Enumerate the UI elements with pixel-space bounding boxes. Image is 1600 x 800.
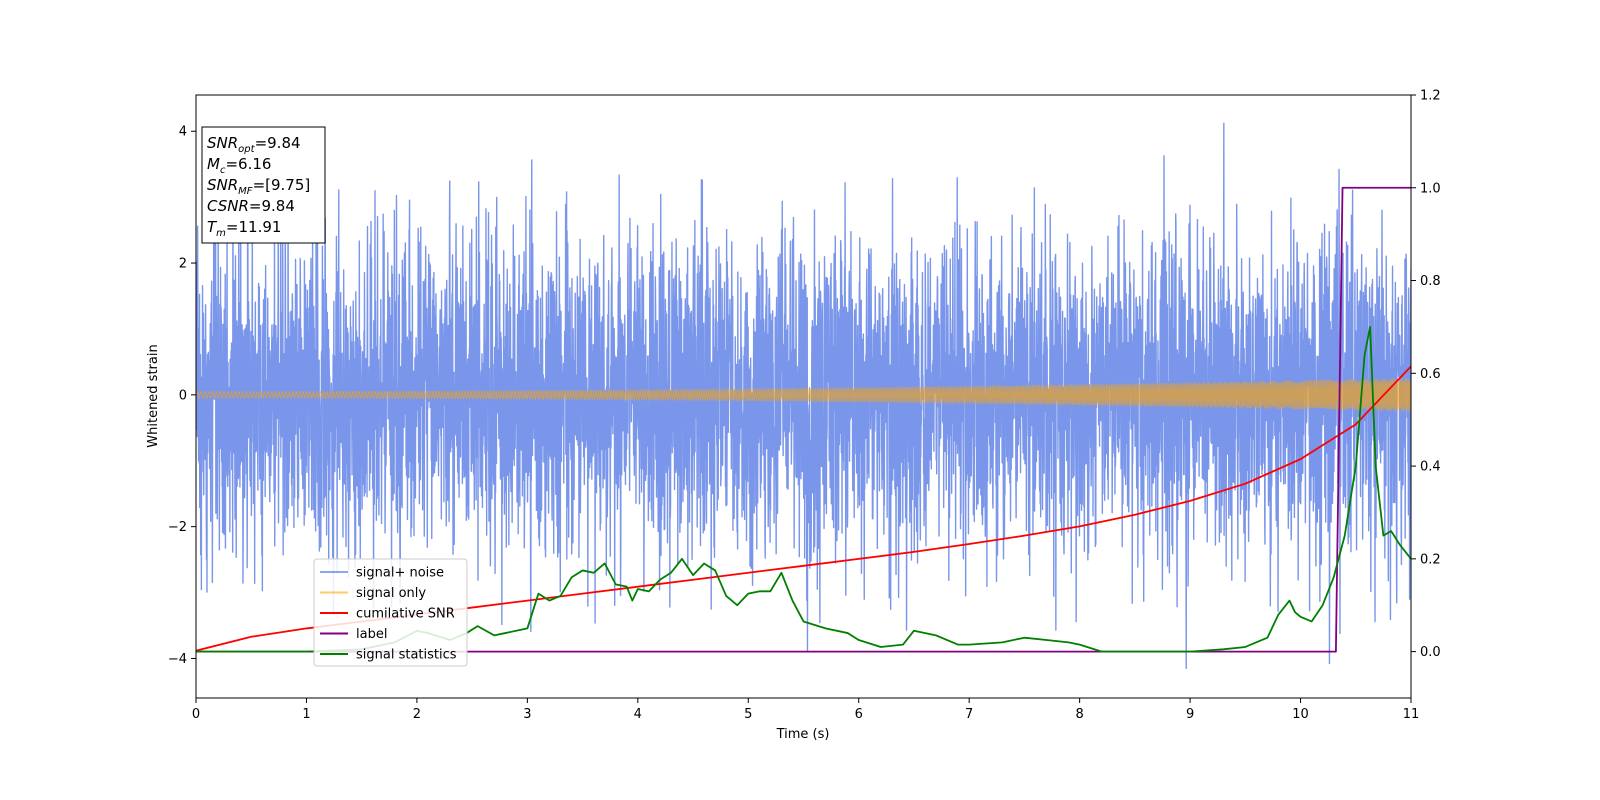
x-tick-label: 5 bbox=[744, 707, 752, 722]
y-right-tick-label: 0.8 bbox=[1420, 274, 1441, 289]
annotation-line: SNRopt=9.84 bbox=[207, 134, 301, 155]
y-tick-label: 0 bbox=[179, 388, 187, 403]
x-tick-label: 1 bbox=[302, 707, 310, 722]
legend-entry: label bbox=[356, 627, 387, 642]
y-tick-label: −2 bbox=[168, 520, 187, 535]
y-tick-label: 4 bbox=[179, 125, 187, 140]
series-layer bbox=[196, 122, 1411, 670]
y-right-tick-label: 0.6 bbox=[1420, 367, 1441, 382]
y-right-tick-label: 0.2 bbox=[1420, 552, 1441, 567]
legend-entry: signal statistics bbox=[356, 648, 457, 663]
series-line-1 bbox=[196, 378, 1411, 412]
x-tick-label: 9 bbox=[1186, 707, 1194, 722]
x-tick-label: 4 bbox=[634, 707, 642, 722]
legend-entry: cumilative SNR bbox=[356, 607, 455, 622]
x-axis: 0 1 2 3 4 5 6 7 8 9 10 11 bbox=[192, 698, 1419, 722]
annotation-line: Mc=6.16 bbox=[207, 155, 271, 176]
x-tick-label: 3 bbox=[523, 707, 531, 722]
x-tick-label: 0 bbox=[192, 707, 200, 722]
series-line-3 bbox=[196, 186, 1411, 653]
legend: signal+ noise signal only cumilative SNR la… bbox=[313, 558, 468, 667]
annotation-line: SNRMF=[9.75] bbox=[207, 176, 310, 197]
legend-entry: signal only bbox=[356, 586, 426, 601]
y-right-tick-label: 0.0 bbox=[1420, 645, 1441, 660]
legend-entry: signal+ noise bbox=[356, 566, 444, 581]
y-right-tick-label: 0.4 bbox=[1420, 460, 1441, 475]
y-right-tick-label: 1.2 bbox=[1420, 89, 1441, 104]
x-axis-label: Time (s) bbox=[776, 727, 830, 742]
annotation-line: CSNR=9.84 bbox=[207, 197, 295, 215]
y-axis-left: −4 −2 0 2 4 bbox=[168, 125, 196, 667]
x-tick-label: 2 bbox=[413, 707, 421, 722]
plot-frame bbox=[195, 94, 1412, 699]
annotation-line: Tm=11.91 bbox=[207, 218, 281, 239]
x-tick-label: 11 bbox=[1403, 707, 1420, 722]
y-axis-right: 0.0 0.2 0.4 0.6 0.8 1.0 1.2 bbox=[1411, 89, 1441, 660]
y-tick-label: −4 bbox=[168, 652, 187, 667]
x-tick-label: 10 bbox=[1292, 707, 1309, 722]
x-tick-label: 8 bbox=[1075, 707, 1083, 722]
y-tick-label: 2 bbox=[179, 257, 187, 272]
y-axis-label: Whitened strain bbox=[146, 344, 161, 447]
x-tick-label: 6 bbox=[855, 707, 863, 722]
series-line-4 bbox=[196, 326, 1411, 653]
x-tick-label: 7 bbox=[965, 707, 973, 722]
y-right-tick-label: 1.0 bbox=[1420, 181, 1441, 196]
